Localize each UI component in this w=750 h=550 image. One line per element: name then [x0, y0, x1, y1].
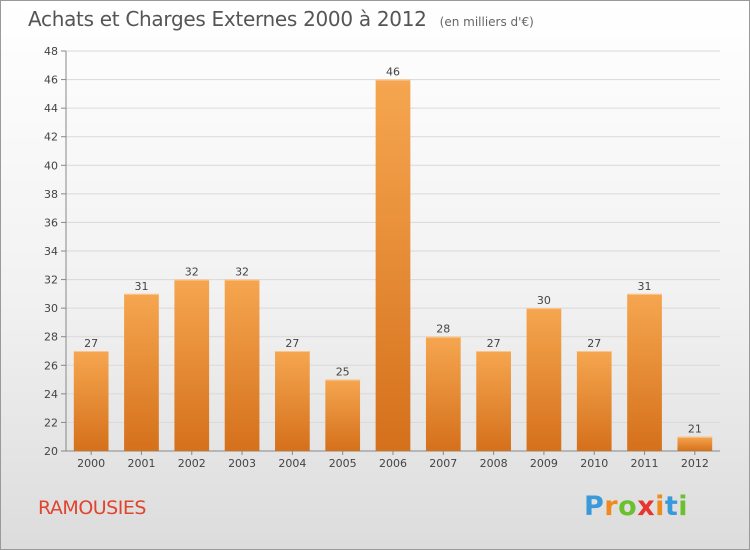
- title-row: Achats et Charges Externes 2000 à 2012 (…: [28, 7, 534, 31]
- y-tick-label: 42: [44, 131, 58, 144]
- y-tick-label: 40: [44, 159, 58, 172]
- x-tick-label: 2010: [580, 457, 608, 470]
- y-tick-label: 26: [44, 359, 58, 372]
- bar: [476, 351, 511, 451]
- chart-title: Achats et Charges Externes 2000 à 2012: [28, 7, 427, 31]
- data-label: 32: [235, 266, 249, 279]
- logo-letter: i: [655, 491, 665, 522]
- x-tick-label: 2008: [480, 457, 508, 470]
- data-label: 25: [336, 366, 350, 379]
- y-tick-label: 32: [44, 274, 58, 287]
- bar: [275, 351, 310, 451]
- y-tick-label: 24: [44, 388, 58, 401]
- logo-letter: o: [618, 491, 638, 522]
- data-label: 32: [185, 266, 199, 279]
- bar: [124, 293, 159, 451]
- x-tick-label: 2009: [530, 457, 558, 470]
- logo-letter: i: [678, 491, 689, 522]
- data-label: 21: [688, 423, 702, 436]
- data-label: 46: [386, 66, 400, 79]
- y-tick-label: 22: [44, 416, 58, 429]
- x-tick-label: 2011: [631, 457, 659, 470]
- data-label: 27: [487, 337, 501, 350]
- y-tick-label: 46: [44, 74, 58, 87]
- x-tick-label: 2005: [329, 457, 357, 470]
- bar: [425, 336, 461, 451]
- data-label: 28: [436, 323, 450, 336]
- bar: [627, 293, 662, 451]
- y-tick-label: 34: [44, 245, 58, 258]
- data-label: 30: [537, 294, 551, 307]
- data-label: 31: [134, 280, 148, 293]
- bar: [325, 379, 361, 451]
- y-tick-label: 44: [44, 102, 58, 115]
- commune-name: RAMOUSIES: [38, 497, 146, 519]
- x-tick-label: 2012: [681, 457, 709, 470]
- logo-letter: x: [637, 491, 656, 522]
- labels: 20 22 24 26 28 30 32 34 36 38 40 42 44 46 48 27 2000 31 20…: [44, 45, 709, 470]
- logo-letter: r: [604, 491, 619, 522]
- data-label: 27: [285, 337, 299, 350]
- logo-letter: t: [664, 491, 679, 522]
- data-label: 27: [84, 337, 98, 350]
- chart-unit: (en milliers d'€): [439, 15, 534, 29]
- x-tick-label: 2000: [77, 457, 105, 470]
- y-tick-label: 30: [44, 302, 58, 315]
- bars: [73, 79, 713, 452]
- bar: [73, 351, 109, 451]
- data-label: 31: [638, 280, 652, 293]
- x-tick-label: 2003: [228, 457, 256, 470]
- bar: [576, 351, 612, 451]
- proxiti-logo: Proxiti: [584, 491, 688, 522]
- bar: [174, 279, 210, 451]
- y-tick-label: 48: [44, 45, 58, 58]
- x-tick-label: 2006: [379, 457, 407, 470]
- x-tick-label: 2007: [429, 457, 457, 470]
- x-tick-label: 2004: [278, 457, 306, 470]
- logo-letter: P: [584, 491, 605, 522]
- data-label: 27: [587, 337, 601, 350]
- y-tick-label: 28: [44, 331, 58, 344]
- x-tick-label: 2001: [127, 457, 155, 470]
- y-tick-label: 36: [44, 216, 58, 229]
- x-tick-label: 2002: [178, 457, 206, 470]
- bar: [224, 279, 260, 451]
- y-tick-label: 20: [44, 445, 58, 458]
- y-tick-label: 38: [44, 188, 58, 201]
- bar: [526, 308, 562, 451]
- bar: [375, 79, 411, 452]
- bar: [677, 436, 713, 451]
